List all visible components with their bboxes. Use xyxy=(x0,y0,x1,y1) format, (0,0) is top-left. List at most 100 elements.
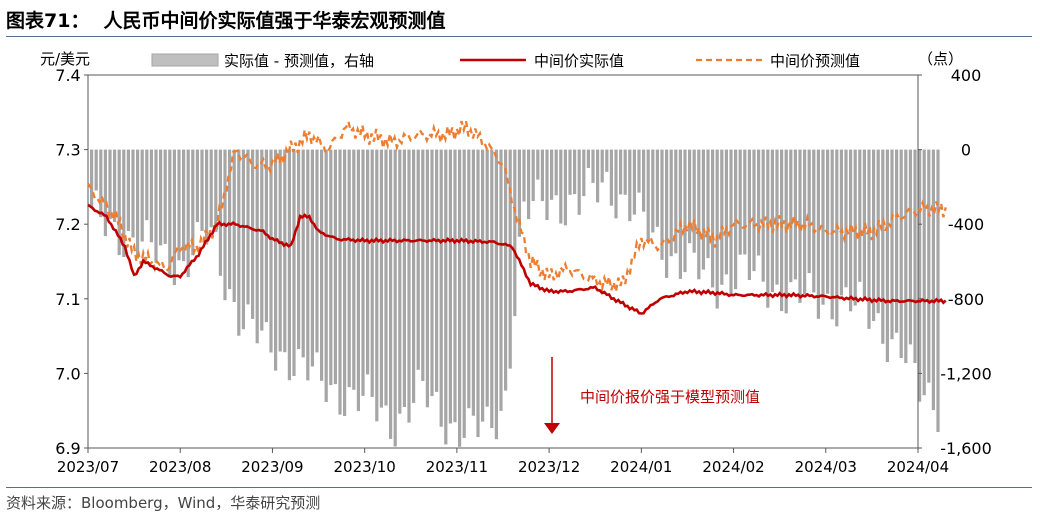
difference-bar xyxy=(522,149,526,202)
difference-bar xyxy=(140,149,144,242)
difference-bar xyxy=(154,149,158,263)
x-tick-label: 2023/12 xyxy=(518,458,580,476)
difference-bar xyxy=(315,149,319,353)
difference-bar xyxy=(904,149,908,364)
right-tick-label: -400 xyxy=(948,215,984,234)
difference-bar xyxy=(126,149,130,231)
x-tick-label: 2023/10 xyxy=(334,458,396,476)
difference-bar xyxy=(338,149,342,415)
source-divider xyxy=(6,487,1032,488)
right-tick-label: 400 xyxy=(951,66,982,85)
difference-bar xyxy=(536,149,540,180)
difference-bar xyxy=(807,149,811,274)
difference-bar xyxy=(619,149,623,195)
difference-bar xyxy=(747,149,751,280)
difference-bar xyxy=(494,149,498,440)
difference-bar xyxy=(375,149,379,422)
difference-bar xyxy=(462,149,466,438)
difference-bar xyxy=(678,149,682,279)
difference-bar xyxy=(453,149,457,423)
difference-bar xyxy=(370,149,374,397)
left-tick-label: 7.4 xyxy=(55,66,80,85)
x-tick-label: 2024/04 xyxy=(887,458,949,476)
difference-bar xyxy=(402,149,406,407)
difference-bar xyxy=(531,149,535,201)
left-tick-label: 7.1 xyxy=(55,290,80,309)
difference-bar xyxy=(734,149,738,290)
difference-bar xyxy=(232,149,236,302)
difference-bar xyxy=(287,149,291,381)
difference-bar xyxy=(692,149,696,253)
difference-bar xyxy=(899,149,903,358)
difference-bar xyxy=(697,149,701,280)
difference-bar xyxy=(867,149,871,329)
difference-bar xyxy=(812,149,816,293)
difference-bar xyxy=(550,149,554,200)
difference-bar xyxy=(573,149,577,195)
difference-bars xyxy=(90,149,940,447)
difference-bar xyxy=(632,149,636,215)
difference-bar xyxy=(780,149,784,312)
difference-bar xyxy=(835,149,839,327)
difference-bar xyxy=(297,149,301,349)
difference-bar xyxy=(706,149,710,259)
difference-bar xyxy=(651,149,655,233)
difference-bar xyxy=(885,149,889,362)
difference-bar xyxy=(389,149,393,439)
difference-bar xyxy=(99,149,103,218)
difference-bar xyxy=(412,149,416,403)
difference-bar xyxy=(218,149,222,276)
difference-bar xyxy=(237,149,241,336)
x-tick-label: 2023/11 xyxy=(426,458,488,476)
difference-bar xyxy=(890,149,894,340)
difference-bar xyxy=(729,149,733,296)
difference-bar xyxy=(458,149,462,447)
x-tick-label: 2024/03 xyxy=(795,458,857,476)
annotation-arrow-head xyxy=(544,423,560,434)
difference-bar xyxy=(292,149,296,376)
difference-bar xyxy=(724,149,728,275)
difference-bar xyxy=(586,149,590,168)
difference-bar xyxy=(761,149,765,282)
difference-bar xyxy=(343,149,347,416)
difference-bar xyxy=(269,149,273,353)
difference-bar xyxy=(508,149,512,369)
difference-bar xyxy=(609,149,613,206)
difference-bar xyxy=(591,149,595,183)
difference-bar xyxy=(513,149,517,317)
difference-bar xyxy=(743,149,747,255)
x-tick-label: 2023/07 xyxy=(57,458,119,476)
x-tick-label: 2023/09 xyxy=(241,458,303,476)
difference-bar xyxy=(361,149,365,396)
difference-bar xyxy=(481,149,485,422)
x-tick-label: 2024/02 xyxy=(702,458,764,476)
difference-bar xyxy=(439,149,443,427)
difference-bar xyxy=(803,149,807,295)
difference-bar xyxy=(467,149,471,409)
difference-bar xyxy=(577,149,581,215)
difference-bar xyxy=(545,149,549,220)
forecast-line xyxy=(87,118,947,294)
legend-label-actual: 中间价实际值 xyxy=(534,52,624,70)
difference-bar xyxy=(108,149,112,220)
difference-bar xyxy=(701,149,705,270)
difference-bar xyxy=(416,149,420,370)
legend-label-bars: 实际值 - 预测值，右轴 xyxy=(224,52,374,70)
difference-bar xyxy=(913,149,917,363)
difference-bar xyxy=(559,149,563,224)
x-axis: 2023/07 2023/08 2023/09 2023/10 2023/11 2023/… xyxy=(57,448,949,476)
difference-bar xyxy=(398,149,402,414)
difference-bar xyxy=(582,149,586,197)
difference-bar xyxy=(517,149,521,237)
difference-bar xyxy=(444,149,448,445)
difference-bar xyxy=(435,149,439,392)
difference-bar xyxy=(195,149,199,223)
difference-bar xyxy=(600,149,604,183)
difference-bar xyxy=(826,149,830,294)
difference-bar xyxy=(770,149,774,293)
difference-bar xyxy=(628,149,632,222)
difference-bar xyxy=(554,149,558,196)
difference-bar xyxy=(274,149,278,371)
difference-bar xyxy=(563,149,567,226)
difference-bar xyxy=(320,149,324,381)
